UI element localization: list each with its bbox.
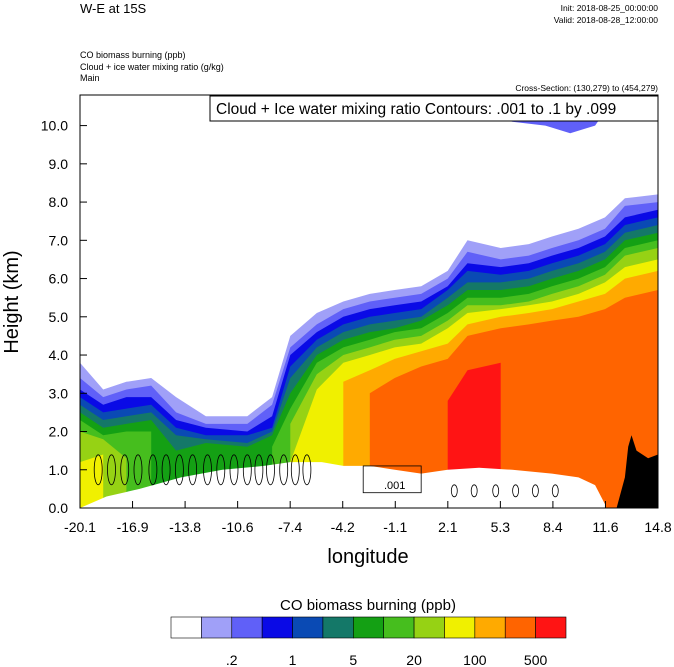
contour-label: .001	[384, 480, 405, 492]
cloud-contour-12	[254, 454, 264, 486]
colorbar-swatch-6	[353, 616, 384, 639]
cloud-contour-14	[279, 454, 289, 486]
low-contour-3	[512, 484, 519, 498]
x-tick-label-5: -4.2	[331, 519, 355, 535]
low-contour-4	[532, 484, 539, 498]
x-tick-label-4: -7.4	[278, 519, 302, 535]
colorbar-swatch-9	[444, 616, 476, 639]
cloud-contour-15	[290, 454, 300, 486]
y-axis: 0.0 1.0 2.0 3.0 4.0 5.0 6.0 7.0 8.0 9.0 10.0	[41, 118, 87, 516]
colorbar-title: CO biomass burning (ppb)	[280, 597, 456, 614]
co-band-9-seg-0	[80, 454, 104, 508]
colorbar-label-3: 20	[406, 652, 422, 667]
x-axis-label: longitude	[327, 546, 408, 568]
field-name-main: Main	[80, 73, 100, 83]
cloud-contour-10	[229, 454, 239, 486]
y-tick-label-6: 6.0	[49, 271, 69, 287]
cloud-contour-6	[174, 454, 184, 486]
terrain	[616, 435, 658, 508]
cloud-contour-13	[266, 454, 275, 486]
colorbar-label-0: .2	[226, 652, 238, 667]
x-tick-label-0: -20.1	[64, 519, 96, 535]
y-tick-label-8: 8.0	[49, 194, 69, 210]
cloud-contour-1	[107, 454, 116, 486]
cloud-contour-8	[203, 454, 212, 486]
x-tick-label-7: 2.1	[438, 519, 458, 535]
field-name-co: CO biomass burning (ppb)	[80, 50, 186, 60]
plot-layers: .001	[80, 95, 658, 508]
colorbar-swatch-1	[201, 616, 233, 639]
y-tick-label-7: 7.0	[49, 232, 69, 248]
x-tick-label-1: -16.9	[117, 519, 149, 535]
annotation-text: Cloud + Ice water mixing ratio Contours:…	[216, 101, 616, 118]
low-contour-0	[450, 484, 458, 498]
colorbar: .2 1 5 20 100 500	[170, 616, 567, 667]
colorbar-swatch-2	[231, 616, 263, 639]
contour-annotation: Cloud + Ice water mixing ratio Contours:…	[209, 95, 659, 122]
cloud-contour-3	[133, 454, 143, 486]
chart-title: W-E at 15S	[80, 1, 147, 16]
colorbar-swatch-7	[383, 616, 415, 639]
y-tick-label-0: 0.0	[49, 500, 69, 516]
cloud-contour-5	[161, 454, 171, 486]
x-tick-label-8: 5.3	[491, 519, 511, 535]
x-tick-label-3: -10.6	[222, 519, 254, 535]
low-contour-1	[470, 484, 478, 498]
co-band-11-seg-0	[369, 290, 658, 508]
x-tick-label-9: 8.4	[543, 519, 563, 535]
colorbar-swatch-3	[261, 616, 293, 639]
colorbar-swatch-11	[504, 616, 536, 639]
colorbar-swatch-0	[170, 616, 202, 639]
y-tick-label-4: 4.0	[49, 347, 69, 363]
cloud-contour-0	[93, 454, 103, 486]
field-name-cloud: Cloud + ice water mixing ratio (g/kg)	[80, 62, 224, 72]
y-tick-label-3: 3.0	[49, 385, 69, 401]
y-tick-label-9: 9.0	[49, 156, 69, 172]
init-time: Init: 2018-08-25_00:00:00	[561, 3, 659, 13]
plot-frame	[79, 94, 659, 509]
colorbar-swatch-12	[535, 616, 567, 639]
colorbar-swatch-4	[292, 616, 324, 639]
y-tick-label-5: 5.0	[49, 309, 69, 325]
cloud-contour-7	[188, 454, 198, 486]
cloud-contour-4	[148, 454, 158, 486]
x-tick-label-11: 14.8	[644, 519, 671, 535]
x-axis: -20.1 -16.9 -13.8 -10.6 -7.4 -4.2 -1.1 2.1 5.3 8.…	[64, 501, 672, 535]
cloud-contour-16	[302, 454, 312, 486]
plot-area: .001	[80, 95, 658, 508]
cloud-contour-2	[120, 454, 130, 486]
y-tick-label-2: 2.0	[49, 424, 69, 440]
cross-section-label: Cross-Section: (130,279) to (454,279)	[515, 83, 658, 93]
colorbar-label-5: 500	[524, 652, 548, 667]
colorbar-label-2: 5	[349, 652, 357, 667]
y-tick-label-10: 10.0	[41, 118, 68, 134]
low-contour-2	[492, 484, 500, 498]
y-tick-label-1: 1.0	[49, 462, 69, 478]
x-tick-label-2: -13.8	[169, 519, 201, 535]
colorbar-swatch-5	[322, 616, 354, 639]
cloud-contour-9	[216, 454, 226, 486]
low-contour-5	[551, 484, 559, 498]
y-axis-label: Height (km)	[1, 250, 23, 353]
colorbar-swatch-10	[474, 616, 506, 639]
colorbar-swatch-8	[413, 616, 445, 639]
x-tick-label-6: -1.1	[383, 519, 407, 535]
cloud-contour-11	[242, 454, 252, 486]
cloud-contour-box	[362, 465, 422, 494]
colorbar-label-4: 100	[463, 652, 487, 667]
colorbar-label-1: 1	[289, 652, 297, 667]
x-tick-label-10: 11.6	[592, 519, 618, 535]
valid-time: Valid: 2018-08-28_12:00:00	[554, 15, 659, 25]
